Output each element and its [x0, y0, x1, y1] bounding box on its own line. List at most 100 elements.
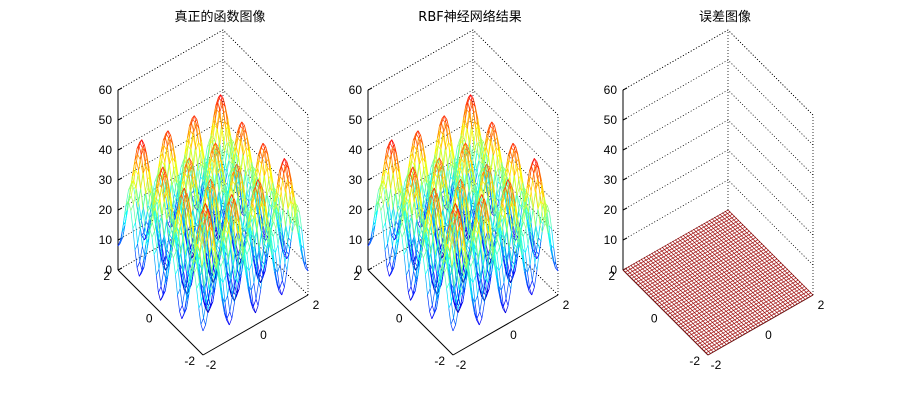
mesh-line [226, 168, 229, 178]
mesh-line [287, 194, 291, 209]
mesh-line [175, 251, 179, 269]
mesh-line [472, 275, 476, 283]
mesh-line [248, 263, 253, 271]
mesh-line [142, 206, 147, 221]
mesh-line [293, 197, 297, 214]
mesh-line [255, 298, 259, 306]
mesh-line [192, 187, 196, 209]
mesh-line [187, 125, 190, 138]
mesh-line [175, 268, 179, 275]
mesh-line [272, 236, 276, 253]
mesh-line [288, 181, 291, 202]
mesh-line [195, 149, 199, 172]
mesh-line [240, 201, 243, 215]
mesh-line [202, 167, 206, 186]
mesh-line [177, 175, 180, 197]
mesh-line [176, 249, 180, 258]
mesh-line [245, 205, 249, 226]
mesh-line [179, 267, 182, 276]
mesh-line [220, 259, 224, 267]
mesh-line [210, 301, 214, 307]
mesh-line [247, 168, 251, 186]
mesh-line [168, 201, 172, 220]
mesh-line [139, 159, 144, 174]
mesh-line [244, 125, 247, 134]
mesh-line [421, 178, 425, 186]
mesh-line [204, 258, 208, 276]
mesh-line [224, 185, 228, 207]
mesh-line [179, 311, 183, 319]
mesh-line [251, 221, 255, 239]
mesh-line [164, 199, 167, 222]
mesh-line [209, 166, 213, 175]
mesh-line [224, 205, 228, 220]
mesh-line [495, 197, 499, 202]
mesh-line [214, 149, 218, 168]
mesh-line [155, 275, 159, 293]
mesh-line [444, 122, 448, 136]
mesh-line [272, 248, 276, 253]
mesh-line [251, 230, 255, 247]
mesh-line [148, 219, 152, 231]
mesh-line [170, 250, 174, 258]
mesh-line [198, 282, 202, 303]
mesh-line [262, 143, 266, 151]
mesh-line [231, 292, 235, 297]
mesh-line [210, 274, 214, 291]
mesh-line [174, 206, 178, 219]
mesh-line [139, 273, 142, 277]
mesh-line [146, 153, 149, 172]
mesh-line [239, 124, 243, 129]
mesh-line [160, 173, 163, 182]
mesh-line [253, 172, 256, 186]
mesh-line [259, 186, 263, 203]
mesh-line [136, 267, 140, 277]
mesh-line [219, 241, 223, 256]
mesh-line [202, 181, 206, 191]
mesh-line [249, 214, 252, 229]
mesh-line [178, 209, 182, 218]
mesh-line [251, 246, 255, 264]
mesh-line [162, 283, 166, 297]
mesh-line [423, 196, 427, 204]
mesh-line [199, 188, 203, 198]
mesh-line [171, 244, 175, 249]
mesh-line [197, 225, 201, 230]
mesh-line [278, 211, 281, 228]
mesh-line [183, 180, 187, 190]
mesh-line [263, 150, 267, 163]
mesh-line [213, 105, 217, 118]
mesh-line [193, 170, 197, 188]
mesh-line [174, 213, 178, 227]
mesh-line [234, 259, 238, 277]
mesh-line [205, 170, 209, 183]
mesh-line [272, 248, 276, 269]
mesh-line [211, 166, 215, 185]
mesh-line [241, 236, 245, 253]
mesh-line [262, 233, 266, 238]
mesh-line [467, 111, 471, 129]
mesh-line [395, 187, 399, 195]
mesh-line [206, 267, 210, 284]
mesh-line [166, 192, 170, 214]
mesh-line [250, 301, 254, 309]
mesh-line [293, 197, 297, 217]
mesh-line [161, 253, 164, 272]
mesh-line [186, 195, 189, 213]
mesh-line [132, 228, 136, 251]
mesh-line [281, 166, 285, 174]
mesh-line [242, 193, 246, 211]
mesh-line [226, 126, 229, 130]
mesh-line [280, 227, 284, 248]
mesh-line [207, 208, 211, 216]
mesh-line [230, 135, 233, 154]
mesh-line [222, 167, 226, 186]
mesh-line [201, 141, 205, 160]
mesh-line [238, 221, 242, 242]
mesh-line [253, 183, 257, 198]
mesh-line [229, 194, 233, 199]
mesh-line [164, 235, 168, 251]
mesh-line [269, 204, 273, 208]
mesh-line [158, 222, 162, 245]
mesh-line [145, 232, 149, 245]
